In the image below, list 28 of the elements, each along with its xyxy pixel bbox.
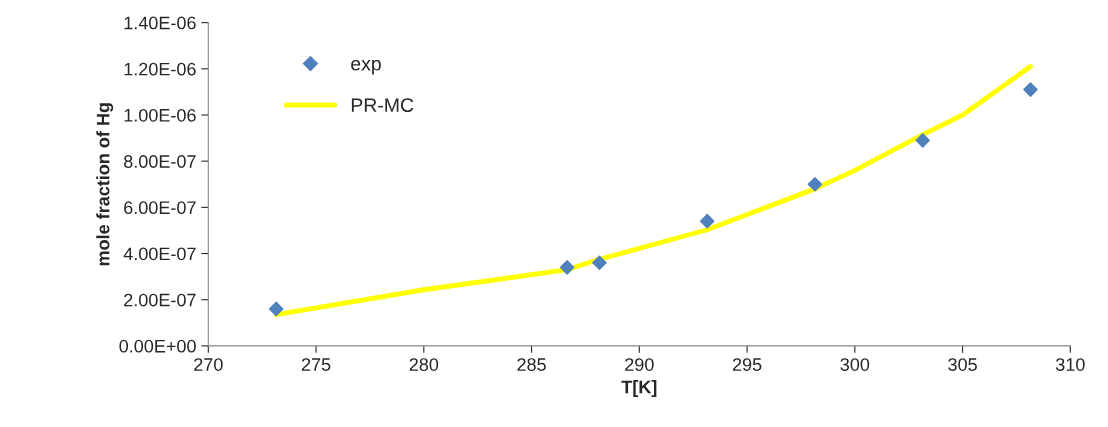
y-tick-label: 1.20E-06	[124, 62, 196, 76]
y-tick-label: 1.00E-06	[124, 108, 196, 122]
x-tick-label: 275	[301, 358, 331, 371]
point	[268, 301, 284, 317]
y-axis-title: mole fraction of Hg	[96, 103, 114, 266]
x-tick-label: 300	[840, 358, 870, 371]
point	[1023, 82, 1038, 97]
y-tick-label: 1.40E-06	[124, 16, 196, 30]
x-tick-label: 305	[948, 358, 977, 371]
x-tick-label: 310	[1055, 358, 1085, 371]
x-tick-label: 290	[625, 358, 654, 371]
legend-label: exp	[351, 59, 381, 75]
x-axis-title: T[K]	[621, 380, 657, 397]
x-tick-label: 280	[409, 358, 439, 371]
y-tick-label: 0.00E+00	[119, 339, 196, 353]
y-tick-label: 4.00E-07	[123, 247, 196, 261]
x-tick-label: 295	[732, 358, 762, 371]
point	[699, 213, 715, 229]
x-tick-label: 270	[194, 358, 223, 371]
point	[807, 176, 823, 192]
legend-label: PR-MC	[351, 98, 414, 113]
y-tick-label: 2.00E-07	[124, 293, 196, 307]
y-tick-label: 8.00E-07	[124, 155, 196, 168]
point	[559, 260, 575, 275]
y-tick-label: 6.00E-07	[124, 201, 196, 215]
point	[915, 133, 930, 148]
x-tick-label: 285	[517, 358, 546, 371]
point	[592, 255, 607, 271]
